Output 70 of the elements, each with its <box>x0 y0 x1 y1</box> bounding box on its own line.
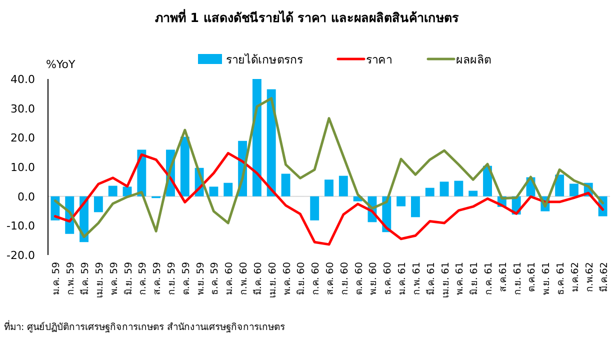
bar <box>281 174 290 196</box>
text: ที่มา: ศูนย์ปฏิบัติการเศรษฐกิจการเกษตร สำนักงานเศรษฐกิจการเกษตร <box>4 320 286 333</box>
y-tick-label: -10.0 <box>6 220 35 233</box>
y-tick-label: 40.0 <box>10 73 35 86</box>
x-tick-label: ก.พ. 59 <box>66 262 77 296</box>
x-tick-label: ส.ค.61 <box>498 262 509 292</box>
x-tick-label: เม.ย. 60 <box>267 262 278 298</box>
bar <box>94 196 103 212</box>
x-tick-label: พ.ย. 60 <box>368 262 380 296</box>
x-tick-label: ธ.ค. 60 <box>382 262 394 296</box>
bar <box>209 186 218 196</box>
x-tick-label: มิ.ย. 60 <box>296 262 308 296</box>
bar <box>410 196 420 218</box>
bar <box>468 190 478 196</box>
x-tick-label: มี.ค. 59 <box>79 262 92 296</box>
x-tick-label: มิ.ย. 61 <box>469 262 480 296</box>
bar <box>425 188 434 196</box>
x-tick-label: พ.ย. 61 <box>541 262 552 296</box>
x-tick-label: ก.พ.62 <box>584 262 596 292</box>
x-tick-label: ส.ค. 60 <box>325 262 336 296</box>
x-tick-label: มิ.ย. 59 <box>123 262 134 296</box>
x-tick-label: มี.ค. 60 <box>252 262 264 296</box>
y-axis-title: %YoY <box>46 58 76 71</box>
x-tick-label: มี.ค.62 <box>598 262 610 292</box>
x-tick-label: ก.ค. 59 <box>138 262 149 296</box>
x-tick-label: ม.ค. 59 <box>51 262 62 296</box>
x-tick-label: ม.ค.62 <box>570 262 581 292</box>
x-tick-label: ส.ค. 59 <box>152 262 164 296</box>
bar <box>224 182 233 196</box>
x-tick-label: ม.ค. 60 <box>224 262 236 296</box>
x-tick-label: พ.ย. 59 <box>195 262 206 296</box>
x-tick-label: เม.ย. 59 <box>94 262 106 298</box>
bar <box>180 136 190 196</box>
y-tick-label: 20.0 <box>10 132 35 145</box>
x-tick-label: เม.ย. 61 <box>440 262 452 298</box>
legend-label: ผลผลิต <box>456 52 491 66</box>
x-tick-label: พ.ค. 59 <box>108 262 120 296</box>
bar <box>555 174 564 196</box>
y-tick-label: 30.0 <box>10 102 35 116</box>
x-tick-label: ก.ย. 60 <box>339 262 350 296</box>
x-tick-label: พ.ค. 61 <box>454 262 466 296</box>
x-tick-label: ต.ค. 60 <box>354 262 365 296</box>
x-tick-label: ต.ค.61 <box>526 262 538 292</box>
x-tick-label: มี.ค. 61 <box>424 262 437 296</box>
y-tick-label: 10.0 <box>10 161 35 174</box>
x-tick-label: ธ.ค. 61 <box>556 262 567 296</box>
y-tick-label: -20.0 <box>6 249 35 262</box>
bar <box>440 182 449 196</box>
x-tick-label: ก.พ. 61 <box>411 262 422 296</box>
y-tick-label: 0.0 <box>18 190 35 204</box>
chart-title: ภาพที่ 1 แสดงดัชนีรายได้ ราคา และผลผลิตสินค้าเกษตร <box>154 9 460 25</box>
x-tick-label: ก.ย. 59 <box>166 262 178 296</box>
bar <box>252 79 262 196</box>
x-tick-label: ต.ค. 59 <box>180 262 192 296</box>
bar <box>108 186 118 196</box>
bar <box>570 184 578 196</box>
bar <box>454 180 464 196</box>
x-tick-label: ก.ย. 61 <box>512 262 524 296</box>
bar <box>310 196 320 220</box>
legend-label: รายได้เกษตรกร <box>226 52 303 66</box>
x-tick-label: ม.ค. 61 <box>397 262 408 296</box>
x-tick-label: พ.ค. 60 <box>282 262 293 296</box>
legend-label: ราคา <box>366 52 392 66</box>
bar <box>396 196 406 206</box>
x-tick-label: ธ.ค. 59 <box>210 262 221 296</box>
bar <box>338 176 348 196</box>
x-tick-label: ก.พ. 60 <box>238 262 250 296</box>
x-tick-label: ก.ค. 60 <box>310 262 322 296</box>
x-tick-label: ก.ค. 61 <box>484 262 495 296</box>
bar <box>324 180 334 196</box>
